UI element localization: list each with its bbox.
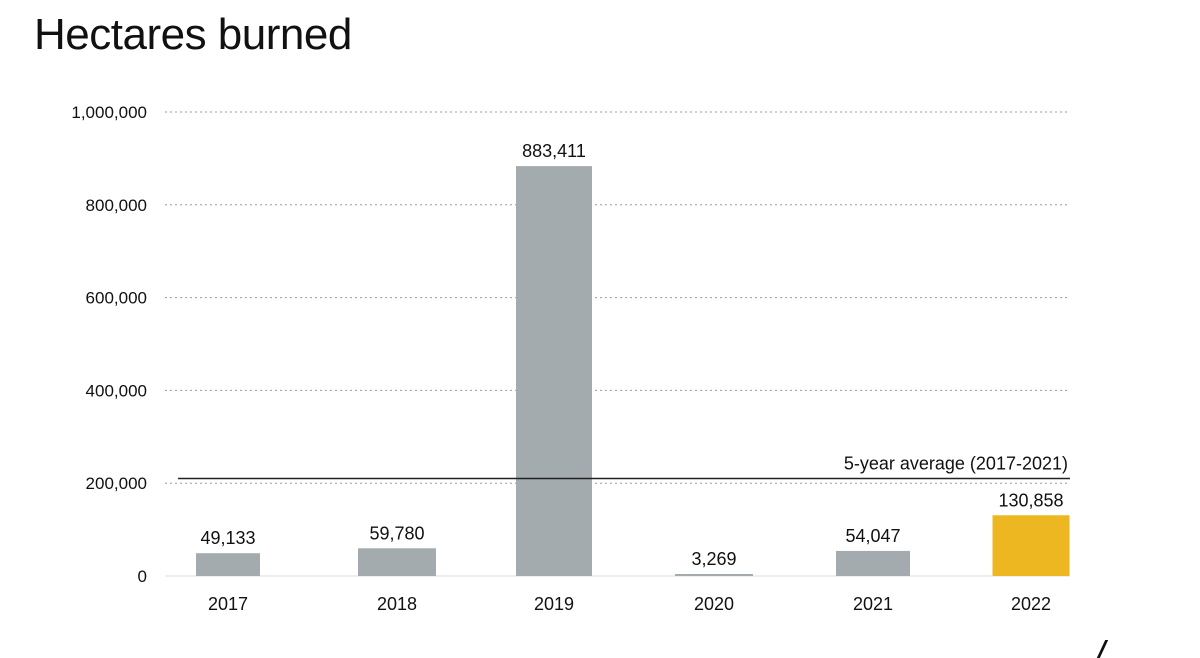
x-tick-label: 2018 bbox=[377, 594, 417, 614]
reference-line-label: 5-year average (2017-2021) bbox=[844, 454, 1068, 474]
bar bbox=[196, 553, 260, 576]
bar bbox=[516, 166, 592, 576]
data-labels: 49,133 59,780 883,411 3,269 54,047 130,858 bbox=[200, 141, 1063, 569]
y-tick-label: 800,000 bbox=[86, 196, 147, 215]
bar bbox=[675, 574, 753, 576]
data-label: 130,858 bbox=[998, 490, 1063, 510]
data-label: 54,047 bbox=[845, 526, 900, 546]
x-axis-labels: 2017 2018 2019 2020 2021 2022 bbox=[208, 594, 1051, 614]
gridlines bbox=[165, 111, 1070, 577]
x-tick-label: 2020 bbox=[694, 594, 734, 614]
x-tick-label: 2017 bbox=[208, 594, 248, 614]
reference-line-group: 5-year average (2017-2021) bbox=[178, 454, 1070, 480]
data-label: 49,133 bbox=[200, 528, 255, 548]
bar bbox=[836, 550, 910, 576]
x-tick-label: 2022 bbox=[1011, 594, 1051, 614]
bars bbox=[196, 166, 1070, 576]
bar bbox=[992, 515, 1070, 576]
bar bbox=[358, 548, 436, 576]
y-tick-label: 600,000 bbox=[86, 289, 147, 308]
x-tick-label: 2019 bbox=[534, 594, 574, 614]
chart-title: Hectares burned bbox=[34, 10, 352, 59]
y-tick-label: 400,000 bbox=[86, 381, 147, 400]
y-axis-ticks: 0 200,000 400,000 600,000 800,000 1,000,000 bbox=[71, 103, 147, 586]
data-label: 59,780 bbox=[369, 523, 424, 543]
y-tick-label: 1,000,000 bbox=[71, 103, 147, 122]
x-tick-label: 2021 bbox=[853, 594, 893, 614]
data-label: 883,411 bbox=[522, 141, 586, 161]
y-tick-label: 0 bbox=[138, 567, 147, 586]
data-label: 3,269 bbox=[691, 549, 736, 569]
y-tick-label: 200,000 bbox=[86, 474, 147, 493]
